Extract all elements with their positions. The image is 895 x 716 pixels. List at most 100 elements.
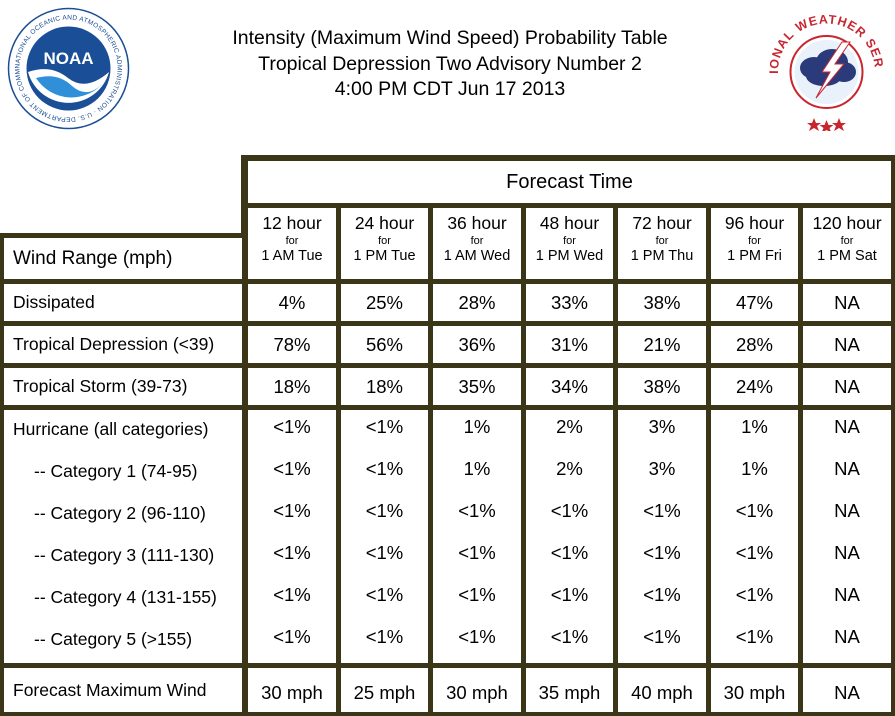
- value-cell: 31%: [526, 326, 613, 363]
- column-for: for: [563, 235, 576, 247]
- probability-value: NA: [834, 542, 860, 563]
- probability-value: 1%: [463, 458, 491, 479]
- probability-value: 31%: [550, 333, 589, 355]
- column-for: for: [840, 235, 854, 247]
- probability-value: 35 mph: [538, 682, 601, 703]
- page-title: Intensity (Maximum Wind Speed) Probabili…: [150, 26, 750, 103]
- probability-value: 25 mph: [353, 682, 416, 703]
- column-when: 1 AM Tue: [261, 248, 323, 264]
- probability-value: 78%: [273, 333, 311, 355]
- probability-value: <1%: [458, 542, 496, 563]
- column-when: 1 PM Tue: [353, 248, 416, 264]
- row-label: Dissipated: [13, 292, 95, 312]
- value-cell: NA: [803, 326, 891, 363]
- value-cell: 35 mph: [526, 668, 613, 712]
- probability-value: <1%: [365, 416, 404, 437]
- probability-value: NA: [834, 458, 860, 479]
- value-cell: NA NA NA NA NA NA: [803, 410, 891, 663]
- column-hour: 12 hour: [262, 213, 322, 233]
- probability-value: 36%: [458, 333, 496, 355]
- probability-value: <1%: [273, 500, 311, 521]
- column-hour: 24 hour: [354, 213, 415, 233]
- probability-value: 38%: [643, 291, 681, 313]
- wind-range-label: Wind Range (mph): [13, 247, 173, 269]
- row-label-cell: Forecast Maximum Wind: [4, 668, 242, 712]
- probability-value: 30 mph: [261, 682, 323, 703]
- probability-value: 30 mph: [723, 682, 786, 703]
- column-hour: 48 hour: [539, 213, 600, 233]
- probability-value: 18%: [365, 375, 404, 397]
- title-line-1: Intensity (Maximum Wind Speed) Probabili…: [232, 27, 668, 49]
- value-cell: 34%: [526, 368, 613, 405]
- column-header: 48 hour for 1 PM Wed: [526, 208, 613, 279]
- value-cell: 25%: [341, 284, 428, 321]
- value-cell: 2% 2% <1% <1% <1% <1%: [526, 410, 613, 663]
- probability-value: <1%: [550, 584, 589, 605]
- value-cell: 33%: [526, 284, 613, 321]
- column-header: 24 hour for 1 PM Tue: [341, 208, 428, 279]
- probability-value: <1%: [458, 584, 496, 605]
- column-hour: 72 hour: [632, 213, 692, 233]
- noaa-logo-text: NOAA: [43, 49, 93, 68]
- forecast-time-label: Forecast Time: [506, 170, 633, 193]
- title-line-2: Tropical Depression Two Advisory Number …: [258, 52, 642, 75]
- probability-value: 2%: [556, 458, 583, 479]
- column-header: 36 hour for 1 AM Wed: [433, 208, 521, 279]
- column-for: for: [378, 235, 391, 247]
- column-header: 12 hour for 1 AM Tue: [248, 208, 336, 279]
- row-label-cell: Dissipated: [4, 284, 242, 321]
- value-cell: 30 mph: [433, 668, 521, 712]
- probability-value: <1%: [550, 542, 589, 563]
- value-cell: 3% 3% <1% <1% <1% <1%: [618, 410, 706, 663]
- column-header: 96 hour for 1 PM Fri: [711, 208, 798, 279]
- column-for: for: [470, 235, 484, 247]
- column-header: 120 hour for 1 PM Sat: [803, 208, 891, 279]
- column-hour: 120 hour: [812, 213, 882, 233]
- probability-value: 33%: [550, 291, 589, 313]
- column-header: 72 hour for 1 PM Thu: [618, 208, 706, 279]
- probability-value: 38%: [643, 375, 681, 397]
- row-label-cell: Tropical Depression (<39): [4, 326, 242, 363]
- column-for: for: [655, 235, 669, 247]
- value-cell: 18%: [341, 368, 428, 405]
- column-for: for: [285, 235, 299, 247]
- probability-value: <1%: [643, 584, 681, 605]
- value-cell: 30 mph: [711, 668, 798, 712]
- value-cell: NA: [803, 368, 891, 405]
- value-cell: 24%: [711, 368, 798, 405]
- probability-value: <1%: [735, 626, 774, 647]
- nws-logo: NATIONAL WEATHER SERVICE: [764, 6, 885, 131]
- probability-value: <1%: [550, 500, 589, 521]
- value-cell: 28%: [711, 326, 798, 363]
- row-label: -- Category 1 (74-95): [34, 461, 198, 481]
- value-cell: 47%: [711, 284, 798, 321]
- probability-value: 2%: [556, 416, 583, 437]
- probability-value: <1%: [458, 626, 496, 647]
- probability-value: 28%: [458, 291, 496, 313]
- column-when: 1 PM Thu: [630, 248, 694, 264]
- probability-value: <1%: [643, 500, 681, 521]
- value-cell: 40 mph: [618, 668, 706, 712]
- probability-value: 3%: [648, 416, 676, 437]
- probability-value: NA: [834, 416, 860, 437]
- row-label: -- Category 3 (111-130): [34, 545, 215, 565]
- probability-value: <1%: [273, 416, 311, 437]
- column-hour: 36 hour: [447, 213, 507, 233]
- value-cell: 21%: [618, 326, 706, 363]
- column-when: 1 PM Wed: [535, 248, 604, 264]
- value-cell: 38%: [618, 284, 706, 321]
- value-cell: NA: [803, 668, 891, 712]
- probability-value: <1%: [273, 458, 311, 479]
- probability-value: <1%: [365, 542, 404, 563]
- probability-value: <1%: [550, 626, 589, 647]
- probability-value: 21%: [643, 333, 681, 355]
- probability-value: <1%: [365, 626, 404, 647]
- value-cell: 38%: [618, 368, 706, 405]
- probability-value: 4%: [278, 291, 306, 313]
- row-label: Tropical Depression (<39): [13, 334, 215, 354]
- probability-value: 1%: [741, 416, 768, 437]
- value-cell: 1% 1% <1% <1% <1% <1%: [711, 410, 798, 663]
- probability-value: 28%: [735, 333, 774, 355]
- column-when: 1 PM Fri: [727, 248, 782, 264]
- probability-value: <1%: [735, 500, 774, 521]
